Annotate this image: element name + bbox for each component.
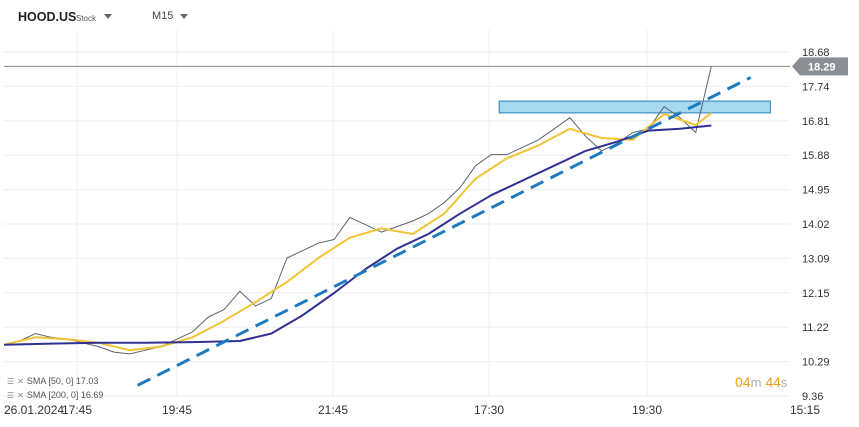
y-tick-label: 18.68 [802,47,830,59]
indicator-label: SMA [50, 0] 17.03 [26,376,99,386]
y-tick-label: 9.36 [802,391,823,403]
indicator-sma50[interactable]: ☰ ✕ SMA [50, 0] 17.03 [7,376,98,386]
close-icon[interactable]: ✕ [17,376,24,386]
close-icon[interactable]: ✕ [17,390,24,400]
x-tick-label: 21:45 [318,403,348,417]
last-price-label: 18.29 [808,61,836,73]
y-axis-ticks: 18.68 17.74 16.81 15.88 14.95 14.02 13.09 12.15… [802,47,830,403]
y-tick-label: 16.81 [802,116,830,128]
x-tick-label: 17:30 [474,403,504,417]
y-tick-label: 15.88 [802,150,830,162]
candle-countdown-timer: 04m 44s [735,374,787,390]
timeframe-dropdown-caret-icon[interactable] [180,14,188,19]
timer-minutes-unit: m [750,375,762,390]
x-tick-label: 15:15 [790,403,820,417]
symbol-dropdown-caret-icon[interactable] [104,14,112,19]
y-tick-label: 11.22 [802,322,829,334]
x-tick-label: 17:45 [62,403,92,417]
symbol-title[interactable]: HOOD.US [18,10,77,24]
y-tick-label: 17.74 [802,81,830,93]
x-tick-label: 19:30 [632,403,662,417]
sma50-line[interactable] [3,112,713,352]
sma200-line[interactable] [3,124,712,346]
timer-seconds: 44 [765,374,781,390]
timeframe-selector[interactable]: M15 [152,10,174,22]
instrument-type: Stock [76,14,97,23]
price-line[interactable] [3,65,712,355]
menu-icon[interactable]: ☰ [7,390,15,400]
y-tick-label: 14.02 [802,219,830,231]
y-tick-label: 14.95 [802,185,830,197]
indicator-sma200[interactable]: ☰ ✕ SMA [200, 0] 16.69 [7,390,103,400]
menu-icon[interactable]: ☰ [7,376,15,386]
resistance-zone[interactable] [498,100,771,114]
chart-grid [4,30,790,397]
x-tick-label: 19:45 [162,403,192,417]
y-tick-label: 13.09 [802,253,830,265]
last-price-badge: 18.29 [792,57,848,76]
x-tick-label: 26.01.2024 [4,403,64,417]
y-tick-label: 10.29 [802,357,830,369]
chart-series [3,65,752,387]
trendline[interactable] [136,76,752,387]
timer-seconds-unit: s [780,375,788,390]
timer-minutes: 04 [735,374,751,390]
y-tick-label: 12.15 [802,288,830,300]
indicator-label: SMA [200, 0] 16.69 [26,390,104,400]
